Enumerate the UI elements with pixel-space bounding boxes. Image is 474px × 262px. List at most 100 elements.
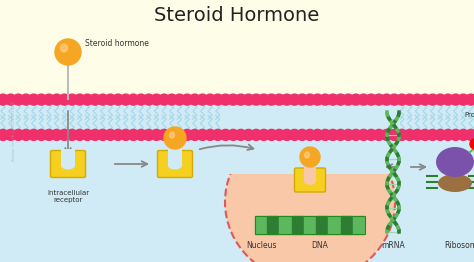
Circle shape [28,129,39,140]
Text: DNA: DNA [311,241,328,250]
Circle shape [212,94,223,105]
Circle shape [366,129,377,140]
Circle shape [51,94,62,105]
Circle shape [174,94,185,105]
Circle shape [74,129,85,140]
Text: Steroid hormone: Steroid hormone [85,40,149,48]
Circle shape [235,94,246,105]
Circle shape [136,129,146,140]
Circle shape [358,94,369,105]
Circle shape [228,129,239,140]
Circle shape [235,129,246,140]
Circle shape [328,129,338,140]
Ellipse shape [304,152,310,158]
Circle shape [20,129,31,140]
Text: mRNA: mRNA [381,241,405,250]
Circle shape [44,129,55,140]
Circle shape [0,94,9,105]
Circle shape [458,129,469,140]
Circle shape [312,129,323,140]
Circle shape [427,129,438,140]
Circle shape [374,129,384,140]
Circle shape [120,94,131,105]
Circle shape [374,94,384,105]
Bar [328,216,339,234]
Circle shape [113,129,124,140]
Circle shape [389,129,400,140]
Circle shape [404,129,415,140]
Circle shape [59,94,70,105]
Circle shape [465,129,474,140]
Circle shape [328,94,338,105]
Circle shape [335,94,346,105]
FancyBboxPatch shape [51,150,85,177]
Ellipse shape [438,174,472,192]
Ellipse shape [170,132,174,138]
Bar [353,216,364,234]
Ellipse shape [168,161,182,170]
Bar [220,94,400,174]
Circle shape [404,94,415,105]
Circle shape [205,94,216,105]
Circle shape [297,94,308,105]
Circle shape [304,129,315,140]
Circle shape [182,129,192,140]
Ellipse shape [225,122,395,262]
Circle shape [59,129,70,140]
Circle shape [266,129,277,140]
Ellipse shape [61,161,75,170]
Circle shape [44,94,55,105]
Bar [168,149,182,165]
Circle shape [66,94,78,105]
Circle shape [66,129,78,140]
Bar [0,106,474,262]
Circle shape [128,129,139,140]
Circle shape [164,127,186,149]
Circle shape [412,94,423,105]
Circle shape [300,147,320,167]
Ellipse shape [61,44,67,52]
Bar [267,216,278,234]
Circle shape [82,94,93,105]
Circle shape [289,129,300,140]
Circle shape [197,129,208,140]
Circle shape [74,94,85,105]
FancyBboxPatch shape [294,168,326,192]
Circle shape [36,94,47,105]
Circle shape [90,94,100,105]
Circle shape [13,129,24,140]
Text: Steroid Hormone: Steroid Hormone [155,6,319,25]
Circle shape [465,94,474,105]
Circle shape [182,94,192,105]
Circle shape [97,94,108,105]
Circle shape [174,129,185,140]
Ellipse shape [304,177,316,185]
Circle shape [166,129,177,140]
Circle shape [82,129,93,140]
Circle shape [243,129,254,140]
Circle shape [343,129,354,140]
Circle shape [159,129,170,140]
Circle shape [243,94,254,105]
Circle shape [435,94,446,105]
Circle shape [320,94,331,105]
Circle shape [312,94,323,105]
Circle shape [450,129,461,140]
Circle shape [458,94,469,105]
Circle shape [282,129,292,140]
Circle shape [251,94,262,105]
Circle shape [105,94,116,105]
Circle shape [143,94,154,105]
Circle shape [220,129,231,140]
Circle shape [151,94,162,105]
Bar [340,216,352,234]
Bar [316,216,328,234]
Ellipse shape [436,147,474,177]
Circle shape [143,129,154,140]
Bar [280,216,291,234]
Circle shape [5,94,16,105]
Text: Protein: Protein [465,112,474,118]
Bar [61,149,75,165]
Circle shape [97,129,108,140]
Circle shape [396,94,408,105]
